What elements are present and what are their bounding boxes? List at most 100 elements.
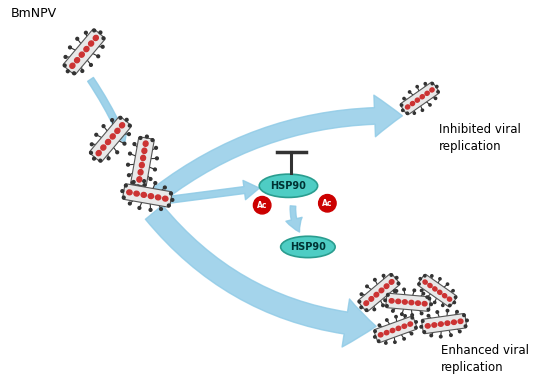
Ellipse shape	[443, 294, 447, 298]
Circle shape	[90, 64, 92, 66]
Ellipse shape	[425, 324, 430, 328]
Ellipse shape	[379, 288, 384, 293]
FancyBboxPatch shape	[422, 314, 466, 334]
Ellipse shape	[384, 284, 389, 288]
Circle shape	[430, 334, 432, 337]
Ellipse shape	[70, 63, 75, 68]
Circle shape	[133, 142, 136, 146]
Circle shape	[420, 312, 423, 315]
Ellipse shape	[141, 192, 146, 197]
Circle shape	[97, 55, 100, 58]
FancyBboxPatch shape	[123, 184, 172, 207]
Circle shape	[395, 290, 398, 292]
Circle shape	[146, 135, 148, 138]
Circle shape	[149, 208, 152, 211]
Circle shape	[151, 139, 154, 141]
Text: HSP90: HSP90	[271, 181, 306, 191]
Circle shape	[128, 174, 130, 176]
Circle shape	[377, 340, 380, 342]
Circle shape	[382, 304, 384, 307]
Circle shape	[402, 109, 404, 112]
Ellipse shape	[126, 190, 132, 195]
Circle shape	[454, 296, 456, 298]
Text: Ac: Ac	[322, 199, 333, 208]
Circle shape	[171, 199, 174, 201]
Circle shape	[121, 190, 124, 192]
Circle shape	[459, 330, 461, 333]
Circle shape	[373, 308, 376, 311]
Text: Enhanced viral
replication: Enhanced viral replication	[441, 344, 529, 374]
Circle shape	[107, 157, 110, 160]
Ellipse shape	[141, 155, 146, 161]
Circle shape	[358, 300, 361, 303]
Ellipse shape	[259, 174, 318, 197]
Ellipse shape	[89, 41, 94, 46]
Circle shape	[395, 315, 397, 318]
Circle shape	[373, 336, 376, 338]
Circle shape	[429, 104, 431, 106]
Circle shape	[76, 37, 79, 40]
Circle shape	[95, 133, 98, 136]
Ellipse shape	[138, 170, 143, 175]
Ellipse shape	[374, 292, 379, 297]
Ellipse shape	[119, 123, 125, 128]
Circle shape	[427, 314, 430, 317]
Text: Inhibited viral
replication: Inhibited viral replication	[439, 123, 521, 153]
Circle shape	[464, 325, 467, 327]
Ellipse shape	[415, 98, 420, 102]
Circle shape	[254, 197, 271, 214]
FancyBboxPatch shape	[90, 116, 131, 162]
Circle shape	[366, 285, 368, 288]
Circle shape	[125, 118, 128, 121]
Circle shape	[99, 31, 102, 34]
Circle shape	[419, 278, 421, 280]
Circle shape	[437, 91, 439, 93]
Ellipse shape	[423, 280, 427, 284]
Ellipse shape	[409, 300, 414, 305]
FancyBboxPatch shape	[374, 316, 417, 343]
Ellipse shape	[94, 35, 98, 40]
Circle shape	[382, 274, 385, 277]
Circle shape	[446, 309, 449, 312]
Circle shape	[386, 319, 388, 321]
Circle shape	[436, 311, 438, 313]
Ellipse shape	[115, 128, 120, 133]
Circle shape	[413, 289, 416, 291]
Circle shape	[384, 299, 386, 301]
Circle shape	[154, 182, 157, 184]
Circle shape	[119, 117, 122, 119]
Circle shape	[116, 151, 119, 154]
Circle shape	[163, 186, 166, 189]
Ellipse shape	[447, 297, 452, 301]
Circle shape	[409, 91, 411, 93]
Circle shape	[420, 290, 423, 292]
Circle shape	[64, 56, 67, 58]
Circle shape	[422, 292, 425, 295]
Circle shape	[129, 202, 131, 205]
Ellipse shape	[420, 95, 425, 99]
Circle shape	[466, 319, 468, 322]
Circle shape	[416, 85, 419, 88]
FancyBboxPatch shape	[400, 82, 439, 115]
Circle shape	[101, 45, 104, 48]
Circle shape	[418, 283, 420, 285]
Ellipse shape	[156, 195, 161, 200]
Circle shape	[397, 282, 400, 285]
Circle shape	[373, 279, 376, 281]
Ellipse shape	[110, 134, 115, 139]
Circle shape	[85, 31, 87, 34]
Circle shape	[131, 182, 134, 184]
Circle shape	[156, 157, 158, 160]
Circle shape	[450, 334, 452, 336]
Circle shape	[387, 294, 389, 296]
Ellipse shape	[106, 139, 111, 144]
Ellipse shape	[84, 46, 89, 52]
Circle shape	[122, 196, 125, 199]
Circle shape	[453, 301, 455, 304]
Circle shape	[463, 314, 465, 317]
Ellipse shape	[410, 101, 415, 106]
Circle shape	[430, 303, 432, 306]
Circle shape	[384, 342, 387, 344]
Circle shape	[318, 195, 336, 212]
Ellipse shape	[369, 297, 373, 301]
